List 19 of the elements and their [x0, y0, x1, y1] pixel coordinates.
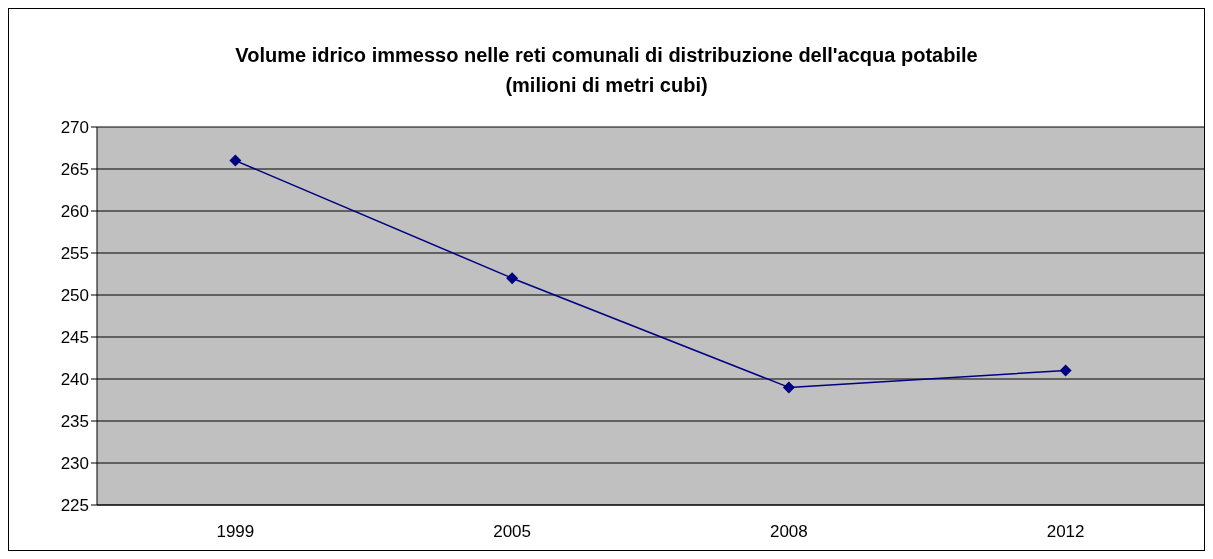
y-tick-label: 245	[60, 328, 89, 348]
x-tick-label: 2012	[1046, 522, 1085, 542]
y-tick-label: 260	[60, 202, 89, 222]
x-tick-label: 1999	[216, 522, 255, 542]
point	[782, 381, 795, 394]
y-tick-label: 250	[60, 286, 89, 306]
x-tick-label: 2008	[769, 522, 808, 542]
y-tick-label: 270	[60, 118, 89, 138]
y-tick-label: 235	[60, 412, 89, 432]
y-tick-label: 265	[60, 160, 89, 180]
x-tick-label: 2005	[493, 522, 532, 542]
y-tick-label: 240	[60, 370, 89, 390]
point	[229, 154, 242, 167]
y-tick-label: 225	[60, 496, 89, 516]
point	[506, 272, 519, 285]
point	[1059, 364, 1072, 377]
chart-title: Volume idrico immesso nelle reti comunali di distribuzione dell'acqua potabile (milioni di metri cubi)	[234, 43, 979, 98]
y-tick-label: 230	[60, 454, 89, 474]
y-tick-label: 255	[60, 244, 89, 264]
